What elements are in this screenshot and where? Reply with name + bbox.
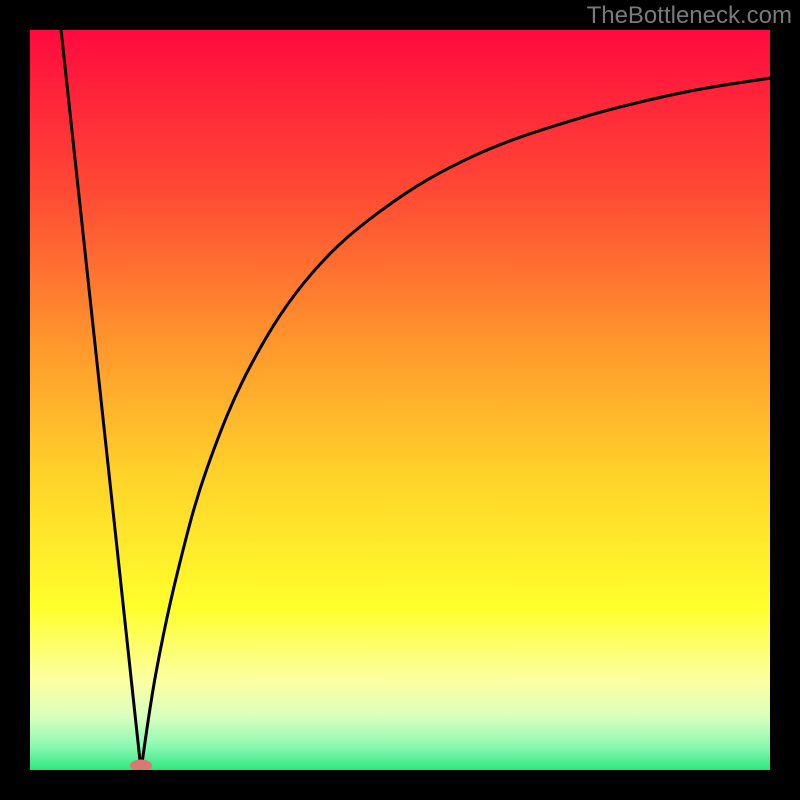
bottleneck-chart <box>0 0 800 800</box>
watermark-text: TheBottleneck.com <box>587 2 792 30</box>
plot-background <box>30 30 770 770</box>
optimum-marker <box>130 760 152 772</box>
